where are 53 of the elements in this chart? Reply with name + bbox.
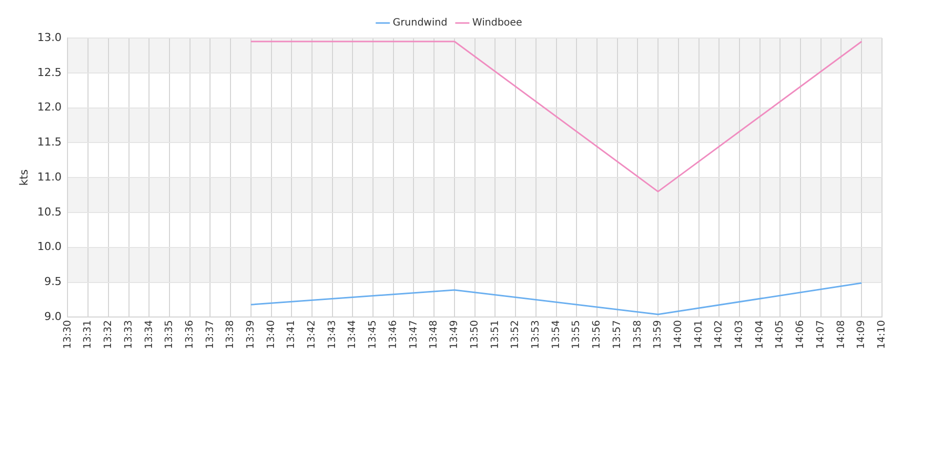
- x-tick-label: 14:04: [754, 320, 766, 350]
- x-tick-label: 14:09: [856, 320, 868, 350]
- y-tick-label: 12.5: [37, 66, 62, 79]
- x-tick-label: 13:58: [632, 320, 644, 350]
- y-tick-label: 11.0: [37, 170, 62, 184]
- x-tick-label: 14:07: [816, 320, 827, 350]
- x-tick-label: 13:49: [449, 320, 460, 350]
- x-tick-label: 14:02: [714, 320, 725, 350]
- y-tick-label: 9.0: [44, 310, 62, 324]
- y-tick-label: 11.5: [37, 136, 62, 149]
- y-tick-label: 9.5: [44, 275, 62, 288]
- x-tick-label: 13:30: [62, 320, 74, 350]
- x-tick-label: 13:40: [266, 320, 277, 350]
- x-tick-label: 13:59: [652, 320, 664, 350]
- x-tick-label: 14:03: [734, 320, 746, 350]
- x-tick-label: 13:56: [592, 320, 603, 350]
- x-tick-label: 13:44: [347, 320, 358, 350]
- y-tick-label: 10.0: [37, 240, 62, 254]
- x-tick-label: 13:53: [530, 320, 542, 350]
- x-tick-label: 13:57: [612, 320, 623, 350]
- x-tick-label: 13:36: [184, 320, 196, 350]
- y-tick-label: 13.0: [37, 30, 62, 44]
- legend-label: Windboee: [472, 18, 522, 29]
- x-tick-label: 14:08: [836, 320, 847, 350]
- x-tick-label: 13:47: [408, 320, 420, 350]
- y-tick-label: 10.5: [37, 205, 62, 218]
- x-tick-label: 13:38: [225, 320, 236, 350]
- x-tick-label: 13:43: [326, 320, 338, 350]
- x-tick-label: 14:05: [774, 320, 786, 350]
- x-tick-label: 13:46: [388, 320, 400, 350]
- x-tick-label: 13:31: [82, 320, 94, 350]
- y-tick-label: 12.0: [37, 100, 62, 114]
- y-axis-title: kts: [17, 169, 30, 186]
- x-tick-label: 13:48: [428, 320, 440, 350]
- x-tick-label: 14:01: [693, 320, 704, 350]
- x-tick-label: 13:52: [510, 320, 522, 350]
- x-tick-label: 13:35: [164, 320, 176, 350]
- x-tick-label: 14:00: [672, 320, 684, 350]
- x-tick-label: 13:41: [286, 320, 298, 350]
- x-tick-label: 13:51: [490, 320, 501, 350]
- x-tick-label: 13:34: [144, 320, 155, 350]
- x-tick-label: 13:32: [102, 320, 114, 350]
- x-tick-label: 13:39: [245, 320, 256, 350]
- x-tick-label: 14:10: [876, 320, 888, 350]
- x-tick-label: 13:45: [368, 320, 379, 350]
- legend-label: Grundwind: [392, 18, 448, 29]
- x-tick-label: 14:06: [795, 320, 806, 350]
- x-tick-label: 13:42: [306, 320, 318, 350]
- x-tick-label: 13:55: [571, 320, 582, 350]
- x-tick-label: 13:33: [123, 320, 134, 350]
- x-tick-label: 13:54: [550, 320, 562, 350]
- x-tick-label: 13:37: [204, 320, 216, 350]
- x-tick-label: 13:50: [469, 320, 480, 350]
